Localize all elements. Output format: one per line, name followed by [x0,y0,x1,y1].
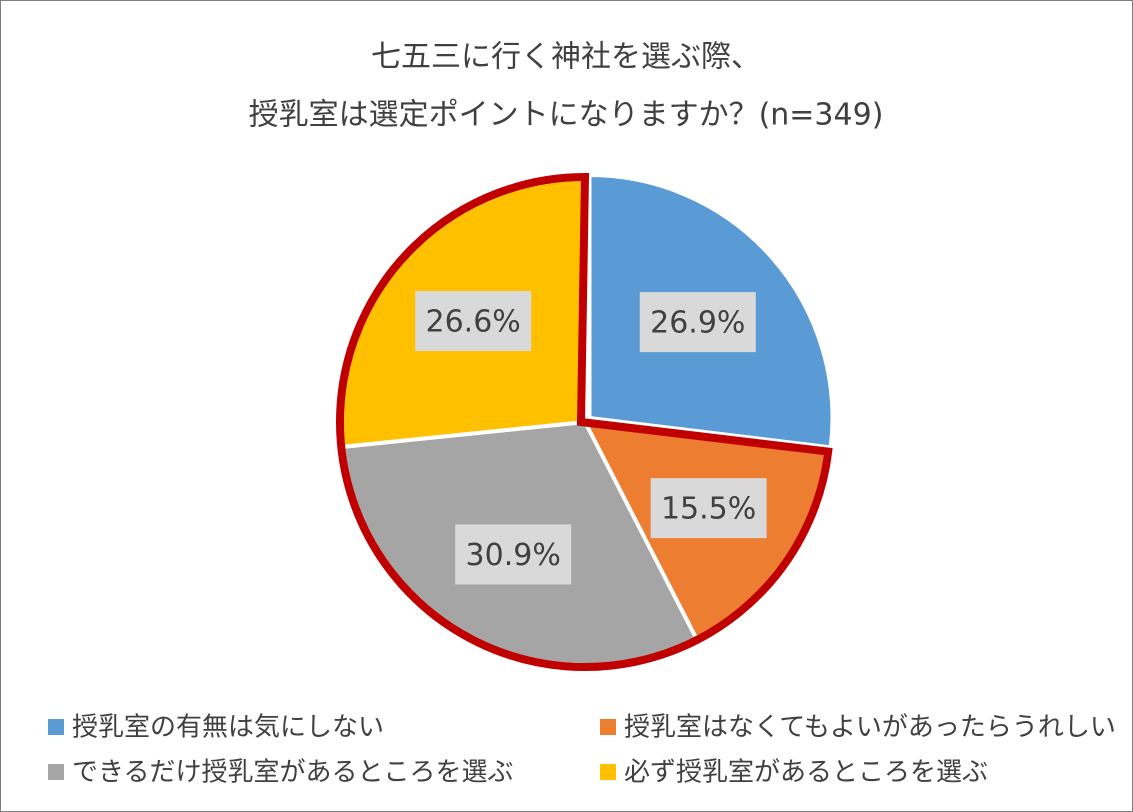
chart-title: 七五三に行く神社を選ぶ際、 [371,40,761,75]
legend-swatch [600,719,616,735]
data-label: 15.5% [661,492,756,527]
data-label-bg [415,291,532,352]
legend-swatch [600,764,616,780]
legend: 授乳室の有無は気にしない 授乳室はなくてもよいがあったらうれしいできるだけ授乳室が… [48,713,1116,788]
legend-swatch [48,764,64,780]
highlight-outline [336,172,833,671]
legend-label: できるだけ授乳室があるところを選ぶ [72,758,513,788]
data-label: 26.6% [426,305,521,340]
legend-label: 授乳室の有無は気にしない [72,713,384,743]
data-label-bg [650,478,767,539]
data-label-bg [639,292,756,353]
data-label-bg [455,524,572,585]
chart-title: 授乳室は選定ポイントになりますか？(n=349) [249,98,884,133]
data-label: 26.9% [650,306,745,341]
legend-label: 授乳室はなくてもよいがあったらうれしい [624,713,1116,743]
legend-label: 必ず授乳室があるところを選ぶ [624,758,988,788]
pie: 26.9% 15.5% 30.9% 26.6% [336,172,835,671]
legend-swatch [48,719,64,735]
data-label: 30.9% [466,538,561,573]
